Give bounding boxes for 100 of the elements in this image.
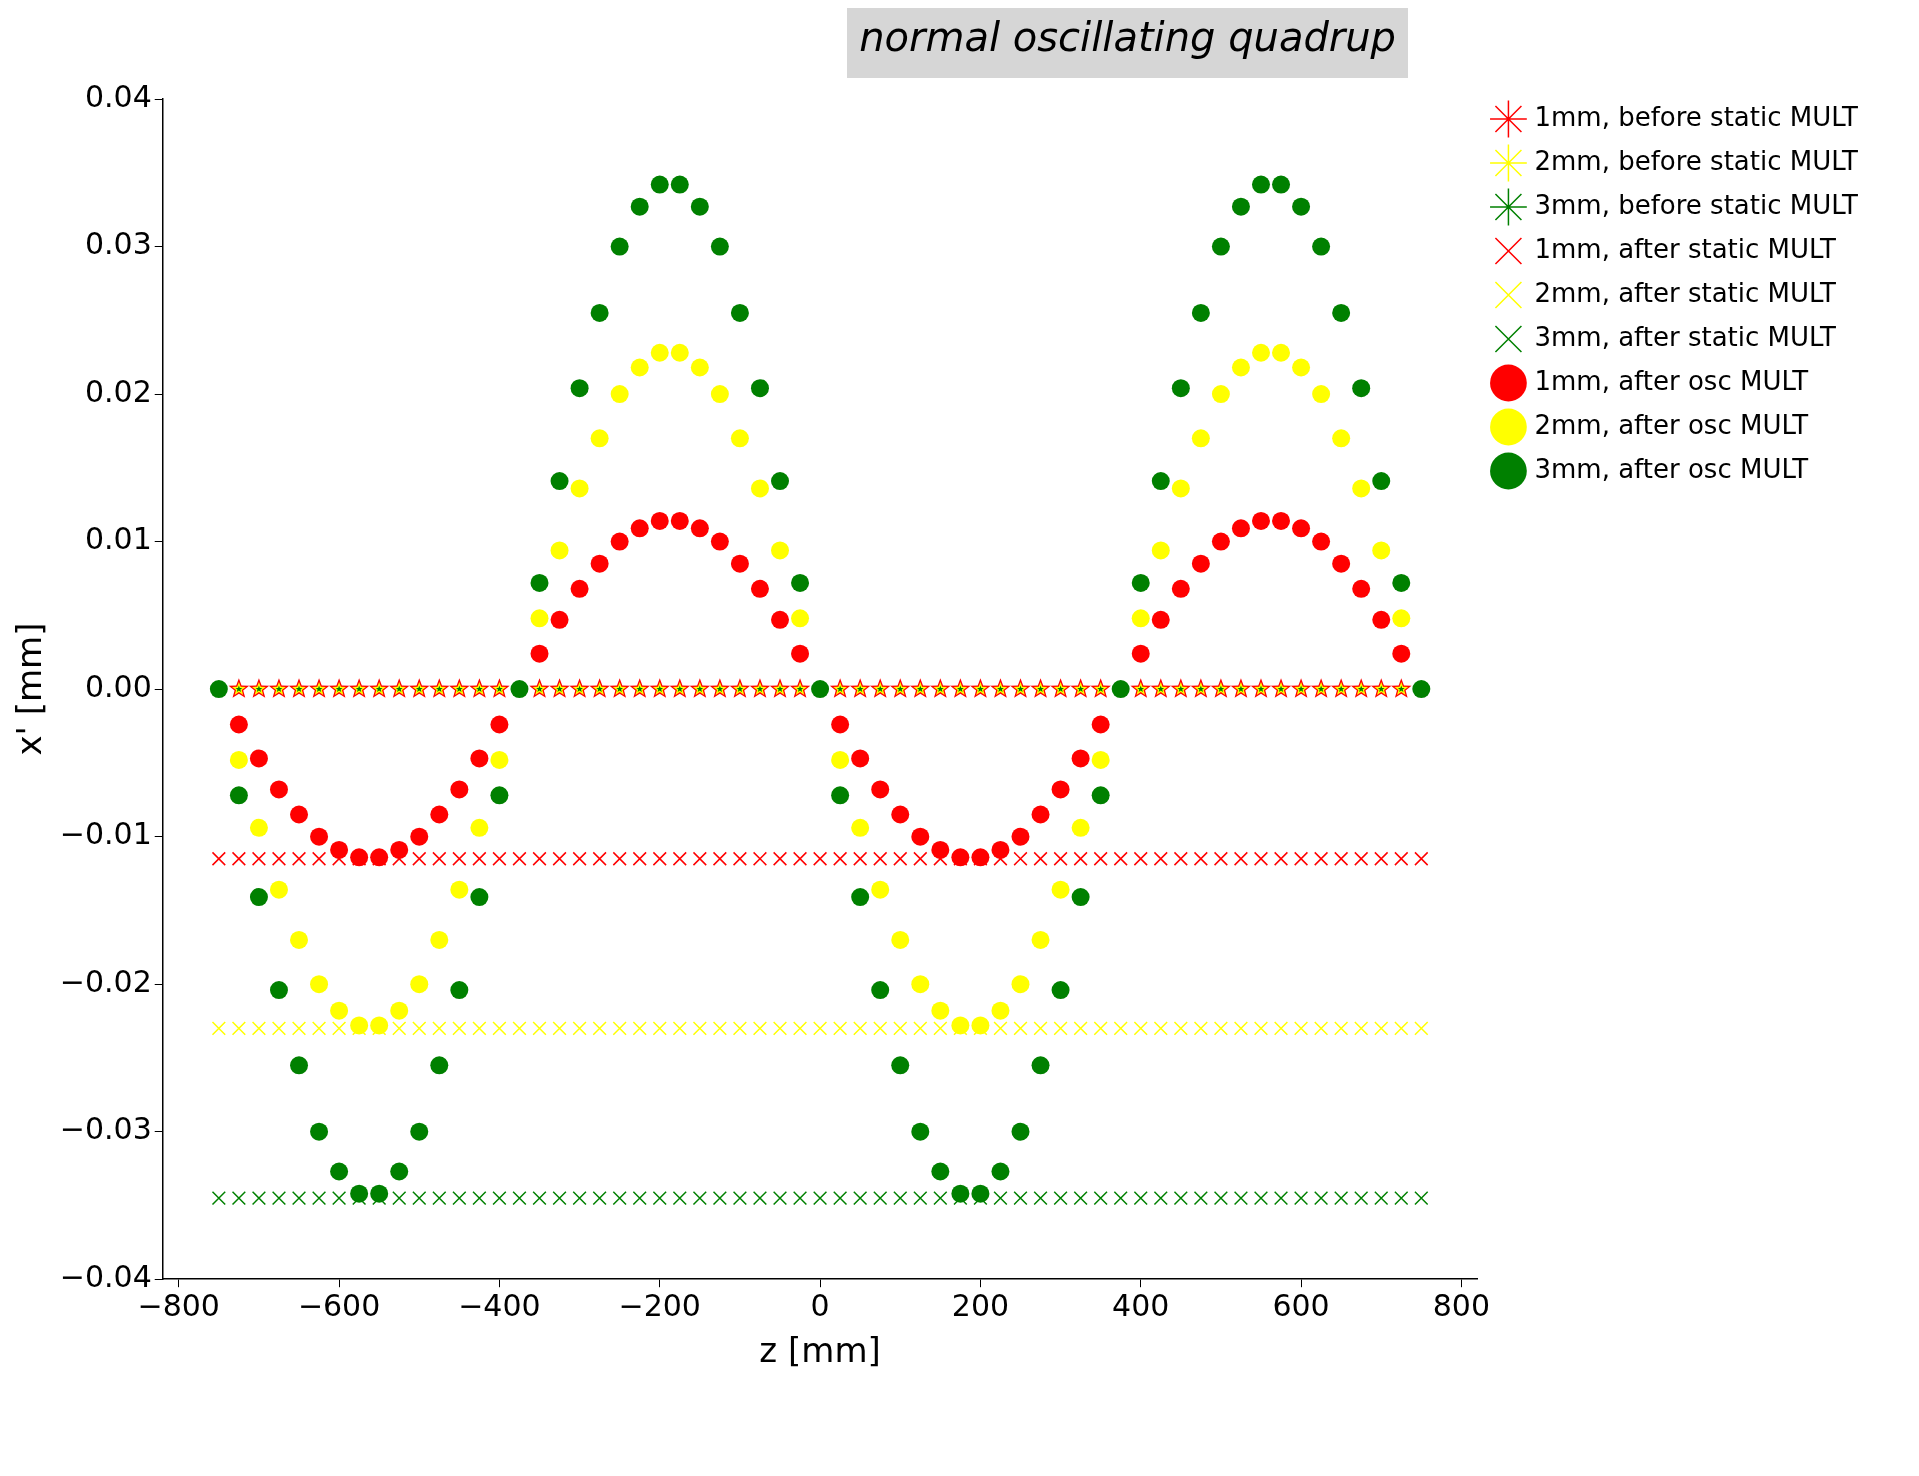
legend-label: 3mm, after static MULT [1534, 321, 1836, 352]
point [690, 519, 709, 538]
point [630, 519, 649, 538]
legend-label: 1mm, after osc MULT [1534, 365, 1809, 396]
point [1071, 818, 1090, 837]
point [1191, 429, 1210, 448]
point [410, 827, 429, 846]
point [1011, 975, 1030, 994]
legend-label: 2mm, after osc MULT [1534, 409, 1809, 440]
point [1091, 750, 1110, 769]
point [249, 749, 268, 768]
point [1272, 511, 1291, 530]
point [891, 805, 910, 824]
point [470, 818, 489, 837]
x-tick-label: −400 [458, 1288, 541, 1323]
point [269, 780, 288, 799]
point [1312, 532, 1331, 551]
text: normal oscillating quadrup [847, 8, 1408, 78]
x-tick-label: 800 [1432, 1288, 1491, 1323]
point [771, 610, 789, 629]
point [1292, 519, 1311, 538]
point [430, 930, 449, 949]
point [1091, 715, 1110, 734]
x-tick-label: −600 [297, 1288, 381, 1323]
point [630, 358, 649, 377]
point [750, 579, 769, 598]
point [590, 429, 609, 448]
point [851, 818, 870, 837]
point [710, 532, 729, 551]
y-axis-title: x' [mm] [9, 622, 50, 756]
point [290, 930, 309, 949]
point [1131, 609, 1150, 628]
point [750, 479, 769, 498]
point [670, 511, 689, 530]
point [1151, 541, 1170, 560]
point [831, 715, 850, 734]
point [971, 1016, 990, 1035]
y-tick-label: 0.01 [84, 521, 152, 557]
x-tick-label: 200 [951, 1288, 1010, 1323]
point [1171, 479, 1190, 498]
point [1332, 429, 1351, 448]
legend-label: 1mm, after static MULT [1534, 233, 1836, 264]
point [1392, 644, 1411, 663]
point [330, 840, 349, 859]
point [1292, 358, 1311, 377]
point [450, 880, 469, 899]
point [269, 880, 288, 899]
y-tick-label: −0.03 [59, 1111, 152, 1147]
point [1031, 930, 1050, 949]
point [310, 975, 329, 994]
x-axis-title: z [mm] [759, 1330, 881, 1371]
point [1332, 554, 1351, 573]
point [1151, 610, 1170, 629]
point [791, 609, 810, 628]
point [330, 1001, 349, 1020]
point [730, 429, 749, 448]
point [690, 358, 709, 377]
point [1392, 609, 1411, 628]
point [410, 975, 429, 994]
point [1071, 749, 1090, 768]
point [1352, 579, 1371, 598]
x-tick-label: 400 [1112, 1288, 1170, 1323]
x-tick-label: 600 [1272, 1288, 1330, 1323]
point [771, 541, 789, 560]
y-tick-label: 0.04 [84, 78, 152, 114]
point [290, 805, 309, 824]
point [570, 579, 589, 598]
point [931, 840, 950, 859]
legend-label: 3mm, before static MULT [1534, 189, 1859, 220]
point [1372, 610, 1391, 629]
point [1231, 358, 1250, 377]
point [1211, 385, 1230, 404]
point [450, 780, 469, 799]
point [1372, 541, 1391, 560]
point [430, 805, 449, 824]
point [530, 644, 549, 663]
point [911, 827, 930, 846]
point [871, 880, 890, 899]
point [1051, 880, 1070, 899]
point [490, 715, 509, 734]
point [610, 385, 629, 404]
legend-label: 2mm, before static MULT [1534, 145, 1859, 176]
point [951, 1016, 970, 1035]
point [1251, 343, 1270, 362]
legend-label: 2mm, after static MULT [1534, 277, 1836, 308]
point [791, 644, 810, 663]
point [530, 609, 549, 628]
point [550, 541, 569, 560]
legend-label: 3mm, after osc MULT [1534, 453, 1809, 484]
point [1231, 519, 1250, 538]
point [1211, 532, 1230, 551]
point [851, 749, 870, 768]
point [550, 610, 569, 629]
point [1011, 827, 1030, 846]
y-tick-label: 0.02 [84, 373, 152, 409]
point [991, 1001, 1010, 1020]
point [1272, 343, 1291, 362]
point [249, 818, 268, 837]
point [730, 554, 749, 573]
point [871, 780, 890, 799]
